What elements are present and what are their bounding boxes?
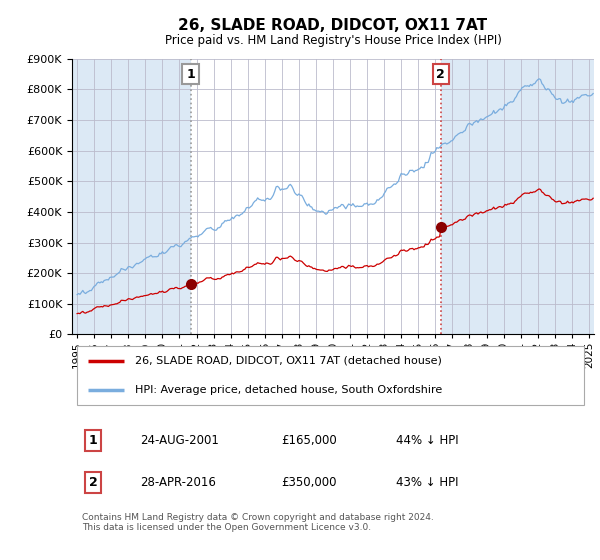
- Text: HPI: Average price, detached house, South Oxfordshire: HPI: Average price, detached house, Sout…: [134, 385, 442, 395]
- Text: £165,000: £165,000: [281, 434, 337, 447]
- Text: 2: 2: [89, 476, 97, 489]
- Text: 1: 1: [186, 68, 195, 81]
- Text: Contains HM Land Registry data © Crown copyright and database right 2024.
This d: Contains HM Land Registry data © Crown c…: [82, 512, 434, 532]
- Bar: [191, 59, 441, 334]
- Text: 26, SLADE ROAD, DIDCOT, OX11 7AT (detached house): 26, SLADE ROAD, DIDCOT, OX11 7AT (detach…: [134, 356, 442, 366]
- Text: 1: 1: [89, 434, 97, 447]
- Text: 28-APR-2016: 28-APR-2016: [140, 476, 216, 489]
- Text: 2: 2: [436, 68, 445, 81]
- Text: 24-AUG-2001: 24-AUG-2001: [140, 434, 219, 447]
- Text: £350,000: £350,000: [281, 476, 337, 489]
- Text: Price paid vs. HM Land Registry's House Price Index (HPI): Price paid vs. HM Land Registry's House …: [164, 34, 502, 46]
- Text: 26, SLADE ROAD, DIDCOT, OX11 7AT: 26, SLADE ROAD, DIDCOT, OX11 7AT: [178, 18, 488, 33]
- Text: 44% ↓ HPI: 44% ↓ HPI: [395, 434, 458, 447]
- Text: 43% ↓ HPI: 43% ↓ HPI: [395, 476, 458, 489]
- FancyBboxPatch shape: [77, 346, 584, 405]
